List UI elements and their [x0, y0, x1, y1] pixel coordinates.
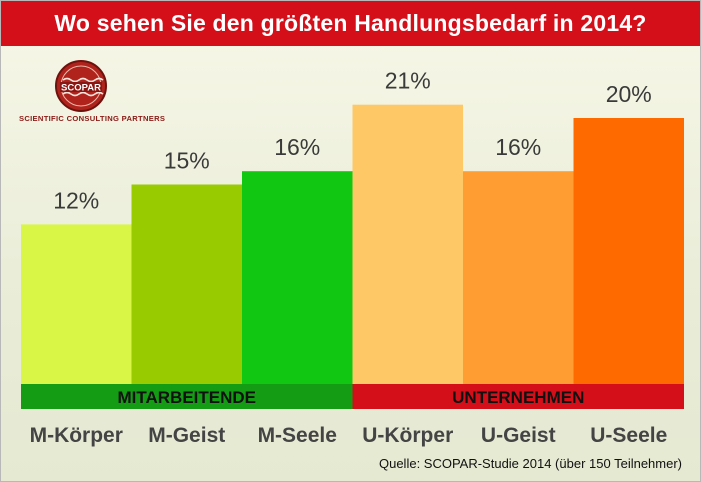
category-label-4: U-Körper	[362, 424, 453, 447]
group-label-1: MITARBEITENDE	[117, 388, 256, 407]
category-label-6: U-Seele	[590, 424, 667, 447]
group-label-2: UNTERNEHMEN	[452, 388, 584, 407]
bar-3	[242, 171, 353, 384]
chart-title: Wo sehen Sie den größten Handlungsbedarf…	[1, 1, 700, 46]
bar-value-label-1: 12%	[53, 187, 99, 213]
group-band-1	[21, 384, 353, 409]
bar-value-label-5: 16%	[495, 134, 541, 160]
scopar-logo-emblem: SCOPAR	[55, 60, 107, 112]
bar-value-label-4: 21%	[385, 68, 431, 94]
bar-1	[21, 224, 132, 384]
bar-2	[131, 184, 242, 384]
bar-value-label-6: 20%	[606, 81, 652, 107]
logo-tagline: SCIENTIFIC CONSULTING PARTNERS	[19, 114, 166, 123]
bar-6	[573, 118, 684, 384]
category-label-1: M-Körper	[30, 424, 123, 447]
category-label-2: M-Geist	[148, 424, 225, 447]
bar-value-label-3: 16%	[274, 134, 320, 160]
bar-value-label-2: 15%	[164, 148, 210, 174]
category-label-5: U-Geist	[481, 424, 556, 447]
bar-5	[463, 171, 574, 384]
source-note: Quelle: SCOPAR-Studie 2014 (über 150 Tei…	[378, 456, 682, 471]
scopar-logo-wordmark: SCOPAR	[61, 83, 101, 94]
category-label-3: M-Seele	[258, 424, 337, 447]
bar-4	[352, 104, 463, 384]
scopar-logo: SCOPAR SCIENTIFIC CONSULTING PARTNERS	[19, 59, 165, 129]
group-band-2	[352, 384, 684, 409]
